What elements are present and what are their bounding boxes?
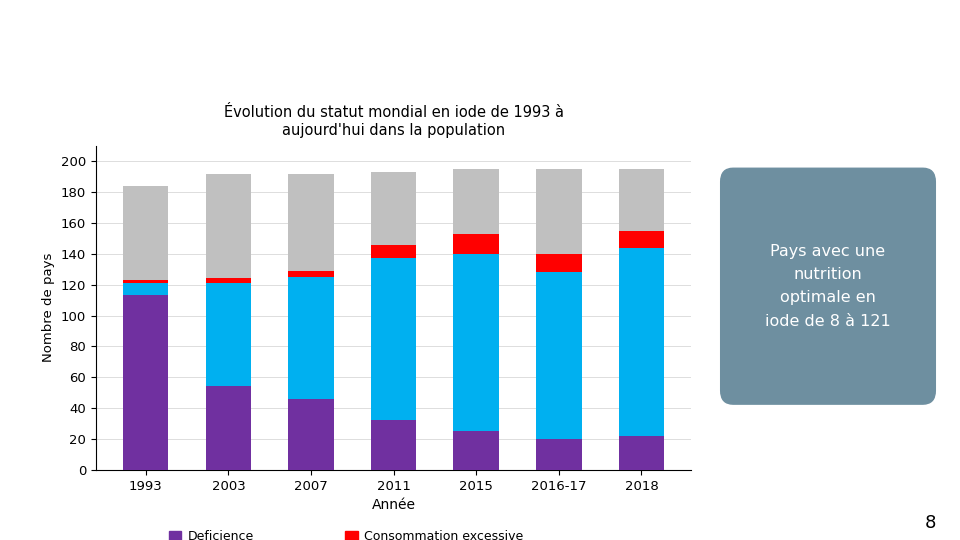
- Bar: [618, 248, 664, 436]
- Bar: [371, 259, 417, 421]
- Title: Évolution du statut mondial en iode de 1993 à
aujourd'hui dans la population: Évolution du statut mondial en iode de 1…: [224, 105, 564, 138]
- Bar: [536, 169, 582, 254]
- Bar: [536, 272, 582, 439]
- Bar: [453, 234, 499, 254]
- Bar: [288, 399, 334, 470]
- Y-axis label: Nombre de pays: Nombre de pays: [42, 253, 56, 362]
- Bar: [123, 186, 169, 280]
- Bar: [371, 172, 417, 245]
- Bar: [205, 283, 252, 387]
- X-axis label: Année: Année: [372, 498, 416, 512]
- Bar: [123, 280, 169, 283]
- Legend: Deficience, Statut en Iode Optimal, Consommation excessive, Sans données: Deficience, Statut en Iode Optimal, Cons…: [164, 525, 528, 540]
- Bar: [453, 431, 499, 470]
- Bar: [123, 295, 169, 470]
- Bar: [288, 277, 334, 399]
- Bar: [205, 279, 252, 283]
- Bar: [205, 387, 252, 470]
- FancyBboxPatch shape: [721, 168, 935, 404]
- Bar: [205, 173, 252, 279]
- Bar: [618, 169, 664, 231]
- Bar: [453, 169, 499, 234]
- Bar: [536, 254, 582, 272]
- Bar: [618, 231, 664, 248]
- Bar: [536, 439, 582, 470]
- Bar: [123, 283, 169, 295]
- Bar: [288, 271, 334, 277]
- Text: L’IODATION DU SEL A ÉTÉ LA PRINCIPALE STRATÉGIE POUR
PARVENIR À UN APPORT NUTRIT: L’IODATION DU SEL A ÉTÉ LA PRINCIPALE ST…: [110, 39, 636, 75]
- Text: Pays avec une
nutrition
optimale en
iode de 8 à 121: Pays avec une nutrition optimale en iode…: [765, 244, 891, 329]
- Bar: [371, 245, 417, 259]
- Bar: [288, 173, 334, 271]
- Text: 8: 8: [924, 514, 936, 532]
- Bar: [618, 436, 664, 470]
- Bar: [453, 254, 499, 431]
- Bar: [371, 421, 417, 470]
